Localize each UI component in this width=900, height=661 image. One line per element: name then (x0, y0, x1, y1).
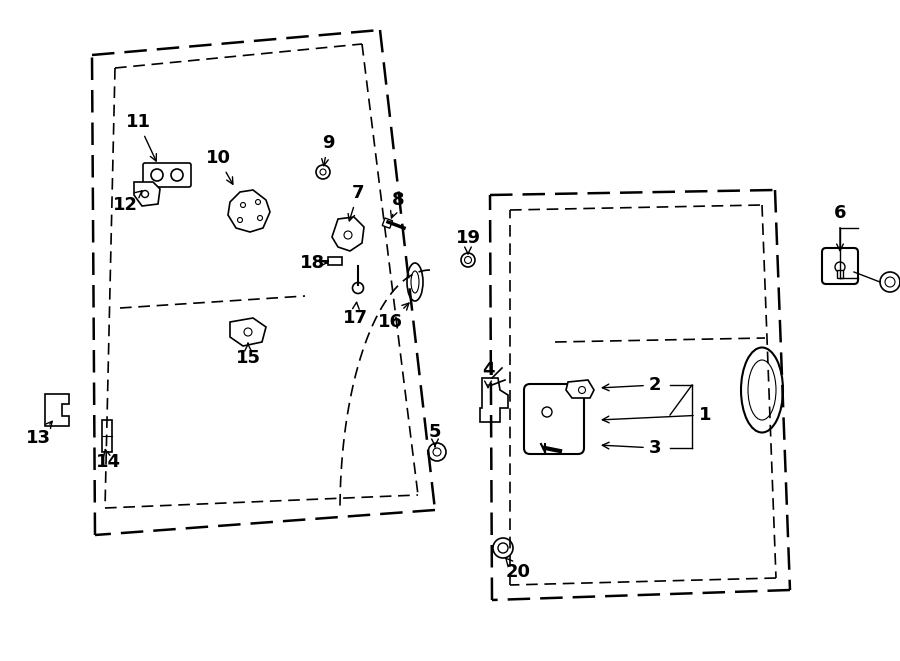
Polygon shape (134, 182, 160, 206)
Polygon shape (230, 318, 266, 346)
Text: 19: 19 (455, 229, 481, 254)
Text: 1: 1 (602, 406, 711, 424)
Circle shape (353, 282, 364, 293)
Circle shape (461, 253, 475, 267)
Bar (102, 420, 112, 452)
Text: 14: 14 (95, 449, 121, 471)
Text: 8: 8 (391, 191, 404, 218)
Circle shape (433, 448, 441, 456)
Text: 10: 10 (205, 149, 233, 184)
Circle shape (428, 443, 446, 461)
Text: 5: 5 (428, 423, 441, 447)
Circle shape (320, 169, 326, 175)
Ellipse shape (748, 360, 776, 420)
Circle shape (579, 387, 586, 393)
Ellipse shape (407, 263, 423, 301)
Text: 11: 11 (125, 113, 157, 161)
Text: 7: 7 (348, 184, 364, 221)
Circle shape (880, 272, 900, 292)
Circle shape (240, 202, 246, 208)
Ellipse shape (411, 271, 419, 293)
Circle shape (344, 231, 352, 239)
Text: 4: 4 (482, 361, 494, 387)
Polygon shape (480, 378, 508, 422)
Circle shape (464, 256, 472, 264)
Circle shape (151, 169, 163, 181)
Bar (328, 257, 342, 265)
Ellipse shape (741, 348, 783, 432)
FancyBboxPatch shape (524, 384, 584, 454)
Polygon shape (332, 217, 364, 251)
Text: 13: 13 (25, 421, 52, 447)
Text: 2: 2 (602, 376, 662, 394)
Text: 6: 6 (833, 204, 846, 251)
FancyBboxPatch shape (822, 248, 858, 284)
Circle shape (244, 328, 252, 336)
Text: 15: 15 (236, 343, 260, 367)
Circle shape (256, 200, 260, 204)
Circle shape (835, 262, 845, 272)
Text: 9: 9 (321, 134, 334, 166)
Circle shape (171, 169, 183, 181)
Text: 12: 12 (112, 191, 142, 214)
Text: 20: 20 (506, 558, 530, 581)
Text: 18: 18 (300, 254, 328, 272)
Text: 17: 17 (343, 302, 367, 327)
Circle shape (257, 215, 263, 221)
Circle shape (238, 217, 242, 223)
Circle shape (885, 277, 895, 287)
Text: 3: 3 (602, 439, 662, 457)
Circle shape (493, 538, 513, 558)
Bar (837, 270, 843, 278)
Polygon shape (45, 394, 69, 426)
Circle shape (141, 190, 149, 198)
Circle shape (542, 407, 552, 417)
FancyBboxPatch shape (143, 163, 191, 187)
Polygon shape (228, 190, 270, 232)
Circle shape (498, 543, 508, 553)
Polygon shape (566, 380, 594, 398)
Bar (382, 218, 392, 228)
Circle shape (316, 165, 330, 179)
Text: 16: 16 (377, 303, 409, 331)
